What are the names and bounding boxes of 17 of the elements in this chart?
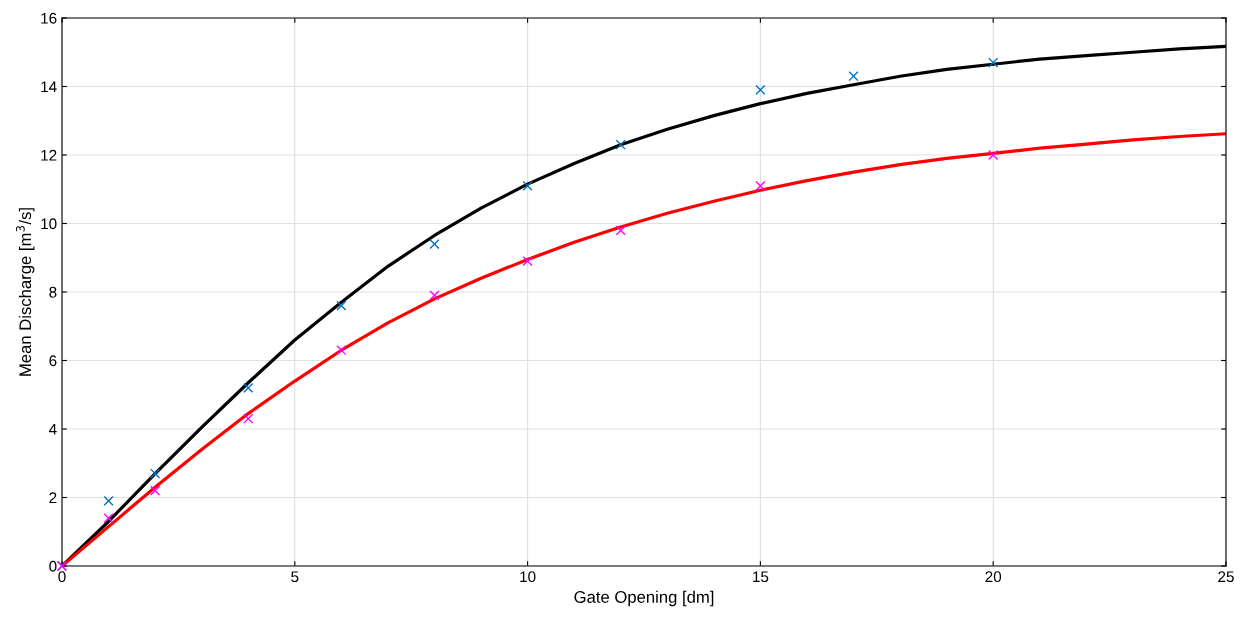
x-tick-label: 0: [58, 571, 66, 583]
y-tick-label: 14: [41, 81, 57, 93]
x-tick-label: 20: [985, 571, 1002, 583]
y-tick-label: 8: [49, 286, 57, 298]
x-tick-label: 5: [291, 571, 299, 583]
y-tick-label: 0: [49, 560, 57, 572]
x-tick-label: 10: [520, 571, 536, 583]
x-axis-title: Gate Opening [dm]: [574, 590, 714, 607]
y-axis-title: Mean Discharge [m$^{3}$/s]: [15, 208, 35, 376]
x-tick-label: 25: [1218, 571, 1234, 583]
x-tick-label: 15: [753, 571, 769, 583]
y-tick-label: 2: [49, 492, 57, 504]
y-tick-label: 6: [49, 355, 57, 367]
y-tick-label: 12: [41, 149, 57, 161]
y-tick-label: 16: [41, 12, 57, 24]
y-tick-label: 10: [41, 218, 57, 230]
y-tick-label: 4: [48, 424, 57, 435]
